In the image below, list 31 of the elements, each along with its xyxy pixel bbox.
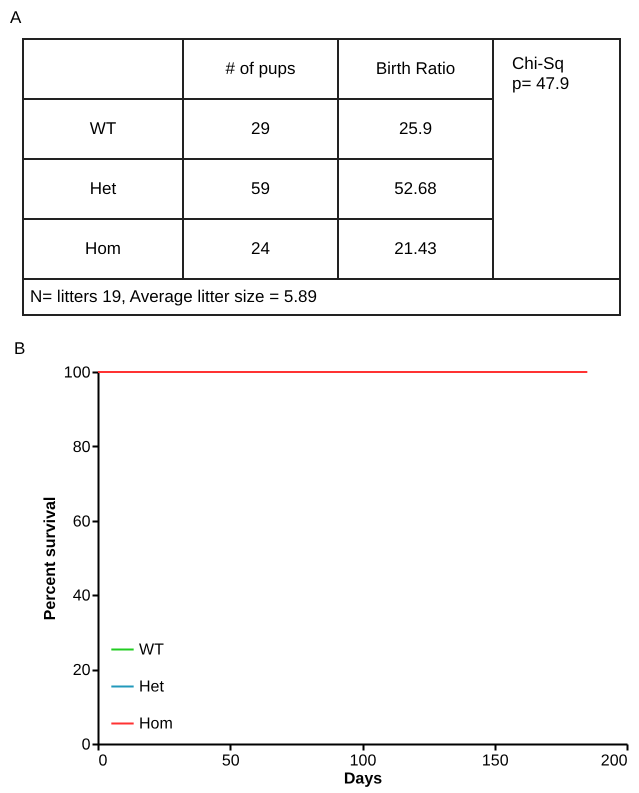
text: 24 (183, 219, 338, 279)
y-tick-label: 0 (82, 736, 91, 754)
x-tick-label: 150 (482, 752, 509, 770)
text: Chi-Sq p= 47.9 (493, 39, 620, 279)
category-label: Birth Ratio (338, 39, 493, 99)
y-axis-title: Percent survival (42, 496, 59, 620)
category-label: WT (90, 119, 116, 138)
x-tick-label: 200 (600, 752, 628, 770)
text: 21.43 (338, 219, 493, 279)
text: N= litters 19, Average litter size = 5.89 (23, 279, 620, 315)
y-tick-label: 20 (72, 662, 91, 680)
chart-title: B (14, 339, 26, 358)
x-tick-label: 0 (98, 752, 108, 770)
category-label: Het (90, 179, 116, 198)
text: 29 (183, 99, 338, 159)
text: 25.9 (338, 99, 493, 159)
text: A (10, 8, 22, 28)
x-tick-label: 50 (222, 752, 240, 770)
y-tick-label: 100 (64, 364, 91, 382)
category-label: Hom (85, 239, 121, 258)
category-label: # of pups (183, 39, 338, 99)
y-tick-label: 80 (72, 438, 91, 456)
text: 52.68 (338, 159, 493, 219)
y-tick-label: 60 (72, 513, 91, 530)
x-axis-title: Days (344, 770, 382, 788)
legend-label: Hom (139, 716, 173, 732)
legend-label: Het (139, 678, 164, 696)
legend-label: WT (139, 642, 164, 658)
x-tick-label: 100 (350, 752, 376, 770)
text: 59 (183, 159, 338, 219)
y-tick-label: 40 (72, 588, 91, 605)
